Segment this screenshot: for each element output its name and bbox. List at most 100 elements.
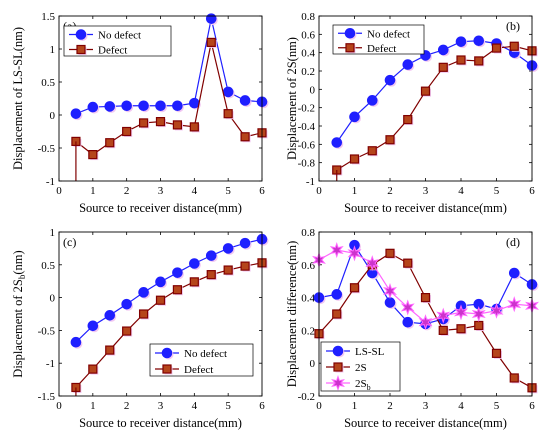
x-tick-label: 4 [192,400,198,412]
data-point [420,293,431,303]
plot-frame [318,231,533,397]
data-point [489,302,504,319]
data-point [189,258,200,269]
data-point [385,135,395,145]
data-point [473,35,485,47]
data-point [367,146,377,156]
y-tick-label: 1 [50,227,56,239]
panel-label: (d) [506,235,520,249]
x-tick-label: 3 [158,185,164,197]
series-2 [312,241,539,331]
data-point [384,297,396,308]
y-tick-label: -1.5 [38,391,56,403]
data-point [138,100,149,112]
panel-label: (b) [506,19,520,33]
data-point [240,261,250,271]
data-point [205,13,217,24]
data-point [403,258,413,268]
y-axis-label: Displacement of 2S(nm) [285,37,299,160]
x-tick-label: 1 [352,185,358,197]
x-tick-label: 0 [316,400,322,412]
data-point [456,55,466,65]
data-point [206,37,216,48]
data-point [420,86,431,96]
data-point [331,137,343,148]
data-point [385,248,395,258]
plot-frame [58,15,263,182]
data-point [403,114,413,125]
data-point [105,345,115,355]
series-1 [71,37,268,161]
data-point [239,95,251,106]
data-point [155,116,166,127]
data-point [138,118,149,128]
y-tick-label: 0.5 [41,77,55,89]
legend: No defect Defect [332,24,425,55]
y-tick-label: 0.8 [301,11,315,23]
plot-frame [318,15,533,182]
data-point [491,348,502,358]
legend-marker [331,374,345,392]
series-line [336,45,533,171]
series-line [75,238,263,343]
legend-label: Defect [184,364,213,376]
y-axis-label-main: Displacement of 2S [11,279,25,378]
x-tick-label: 0 [56,400,62,412]
x-tick-label: 5 [225,185,231,197]
panel-label: (c) [63,235,76,249]
x-tick-label: 1 [90,400,96,412]
data-point [474,56,484,66]
y-tick-label: 0.2 [301,66,315,78]
y-tick-label: -1 [306,176,315,188]
x-tick-label: 6 [259,400,265,412]
data-point [172,285,183,295]
data-point [400,299,415,316]
legend-label-main: 2S [355,378,367,390]
data-point [474,320,484,331]
legend-marker [75,29,87,40]
data-point [509,41,519,51]
data-point [70,108,82,119]
data-point [121,100,132,112]
legend-marker [161,347,173,359]
y-axis-label-sub: b [17,274,27,279]
y-tick-label: -0.5 [38,325,56,337]
data-point [138,287,149,298]
data-point [122,126,132,137]
data-point [155,100,166,112]
x-tick-label: 3 [423,185,429,197]
data-point [456,324,466,334]
data-point [438,325,448,335]
data-point [172,100,183,112]
y-tick-label: 1.5 [41,11,55,23]
x-tick-label: 2 [387,400,393,412]
data-point [239,237,251,249]
series-0 [70,233,269,349]
data-point [509,373,519,383]
legend-marker [345,43,355,53]
y-tick-label: -1 [46,358,55,370]
series-line [75,42,263,156]
data-point [88,364,98,374]
panel-d: 0 1 2 3 4 5 6-0.200.20.40.60.8(d)Source to rec… [285,227,539,430]
x-tick-label: 6 [529,400,535,412]
y-tick-label: 0 [310,84,316,96]
x-axis-label: Source to receiver distance(mm) [344,201,507,215]
data-point [87,101,99,113]
data-point [507,296,522,313]
data-point [491,43,502,53]
y-tick-label: 0.8 [301,227,315,239]
legend-label-sub: b [367,383,371,392]
x-axis-label: Source to receiver distance(mm) [344,416,507,430]
data-point [70,336,82,348]
legend-label: Defect [98,45,127,57]
x-axis-label: Source to receiver distance(mm) [79,201,242,215]
legend-label: No defect [184,348,227,360]
data-point [88,150,98,160]
data-point [402,59,414,70]
y-tick-label: -0.4 [298,121,316,133]
y-axis-label: Displacement of LS-SL(nm) [11,27,25,170]
data-point [87,320,99,332]
y-tick-label: 0.6 [301,29,315,41]
data-point [437,44,449,56]
